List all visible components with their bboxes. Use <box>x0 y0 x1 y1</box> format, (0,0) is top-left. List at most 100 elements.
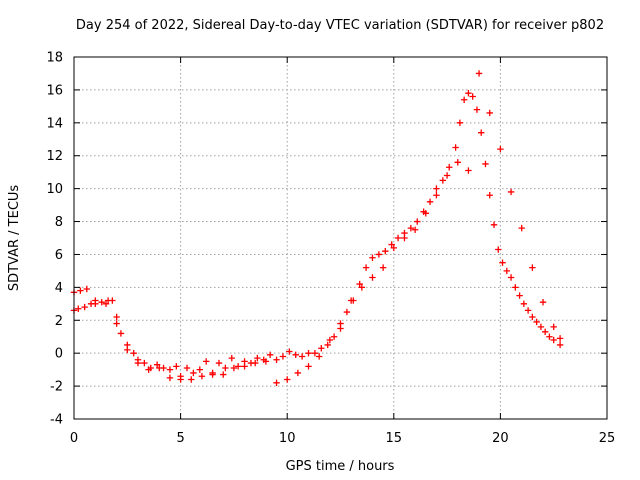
data-point <box>495 246 502 253</box>
data-point <box>516 292 523 299</box>
data-point <box>473 106 481 113</box>
data-point <box>292 351 299 359</box>
data-point <box>262 358 270 365</box>
data-point <box>228 354 235 362</box>
data-point <box>550 323 557 331</box>
data-point <box>454 159 461 166</box>
y-tick-label: 0 <box>55 347 63 362</box>
data-point <box>284 376 291 383</box>
data-point <box>92 297 99 304</box>
data-point <box>134 359 142 367</box>
data-point <box>177 373 184 380</box>
data-point <box>266 351 274 359</box>
data-markers <box>70 70 564 386</box>
data-point <box>497 145 504 153</box>
data-point <box>324 341 331 349</box>
x-tick-label: 10 <box>279 431 296 446</box>
data-point <box>469 93 476 100</box>
data-point <box>124 346 131 354</box>
data-point <box>166 374 174 382</box>
data-point <box>315 353 323 360</box>
data-point <box>234 363 242 370</box>
data-point <box>202 358 210 365</box>
data-point <box>330 333 338 340</box>
data-point <box>446 164 453 171</box>
x-tick-label: 0 <box>70 431 78 446</box>
data-point <box>465 167 472 174</box>
data-point <box>153 361 161 368</box>
chart-title: Day 254 of 2022, Sidereal Day-to-day VTE… <box>75 18 605 33</box>
data-point <box>102 300 110 308</box>
data-point <box>113 320 120 327</box>
data-point <box>512 284 519 291</box>
data-point <box>75 305 82 312</box>
data-point <box>375 251 383 258</box>
y-tick-label: 16 <box>46 83 63 98</box>
data-point <box>529 313 536 321</box>
data-point <box>524 307 532 314</box>
axis-ticks: 0 5 10 15 20 25 -4 -2 0 2 4 6 8 10 12 14 16 18 <box>46 51 615 447</box>
series-1 <box>70 90 564 383</box>
y-tick-label: -2 <box>50 380 63 395</box>
data-point <box>347 297 355 304</box>
data-point <box>546 333 553 340</box>
data-point <box>286 348 293 355</box>
data-point <box>254 354 261 362</box>
data-point <box>356 280 363 288</box>
data-point <box>439 177 447 184</box>
data-point <box>486 109 493 117</box>
data-point <box>188 376 195 383</box>
data-point <box>411 226 419 233</box>
data-point <box>507 188 515 196</box>
data-point <box>394 234 402 242</box>
y-tick-label: 2 <box>55 314 63 329</box>
data-point <box>388 241 395 248</box>
y-tick-label: 6 <box>55 248 63 263</box>
y-tick-label: 18 <box>46 51 63 66</box>
data-point <box>369 274 376 281</box>
data-point <box>220 371 227 378</box>
data-point <box>343 308 351 316</box>
data-point <box>113 313 120 321</box>
data-point <box>77 287 84 294</box>
data-point <box>198 373 206 380</box>
data-point <box>215 359 223 367</box>
data-point <box>173 363 180 370</box>
data-point <box>541 328 549 335</box>
data-point <box>230 364 238 372</box>
data-point <box>305 349 312 357</box>
data-point <box>183 364 191 372</box>
x-tick-label: 5 <box>176 431 184 446</box>
data-point <box>362 264 370 271</box>
data-point <box>426 198 434 205</box>
data-point <box>550 336 557 344</box>
data-point <box>556 341 564 349</box>
y-tick-label: 8 <box>55 215 63 230</box>
data-point <box>556 335 564 342</box>
data-point <box>369 254 376 261</box>
data-point <box>156 364 163 372</box>
data-point <box>141 359 148 367</box>
data-point <box>533 318 540 326</box>
data-point <box>98 298 105 306</box>
data-point <box>507 274 515 281</box>
data-point <box>117 330 125 337</box>
data-point <box>318 345 325 352</box>
data-point <box>166 366 174 373</box>
data-point <box>529 264 536 271</box>
data-point <box>83 285 90 293</box>
data-point <box>460 96 468 103</box>
data-point <box>490 221 498 229</box>
y-axis-label: SDTVAR / TECUs <box>7 185 22 292</box>
data-point <box>222 364 229 372</box>
y-tick-label: 14 <box>46 116 63 131</box>
data-point <box>305 363 312 370</box>
data-point <box>279 353 287 360</box>
x-axis-label: GPS time / hours <box>286 459 395 474</box>
data-point <box>482 160 489 168</box>
data-point <box>145 366 152 373</box>
data-point <box>401 234 408 242</box>
data-point <box>252 359 259 367</box>
data-point <box>311 349 319 357</box>
